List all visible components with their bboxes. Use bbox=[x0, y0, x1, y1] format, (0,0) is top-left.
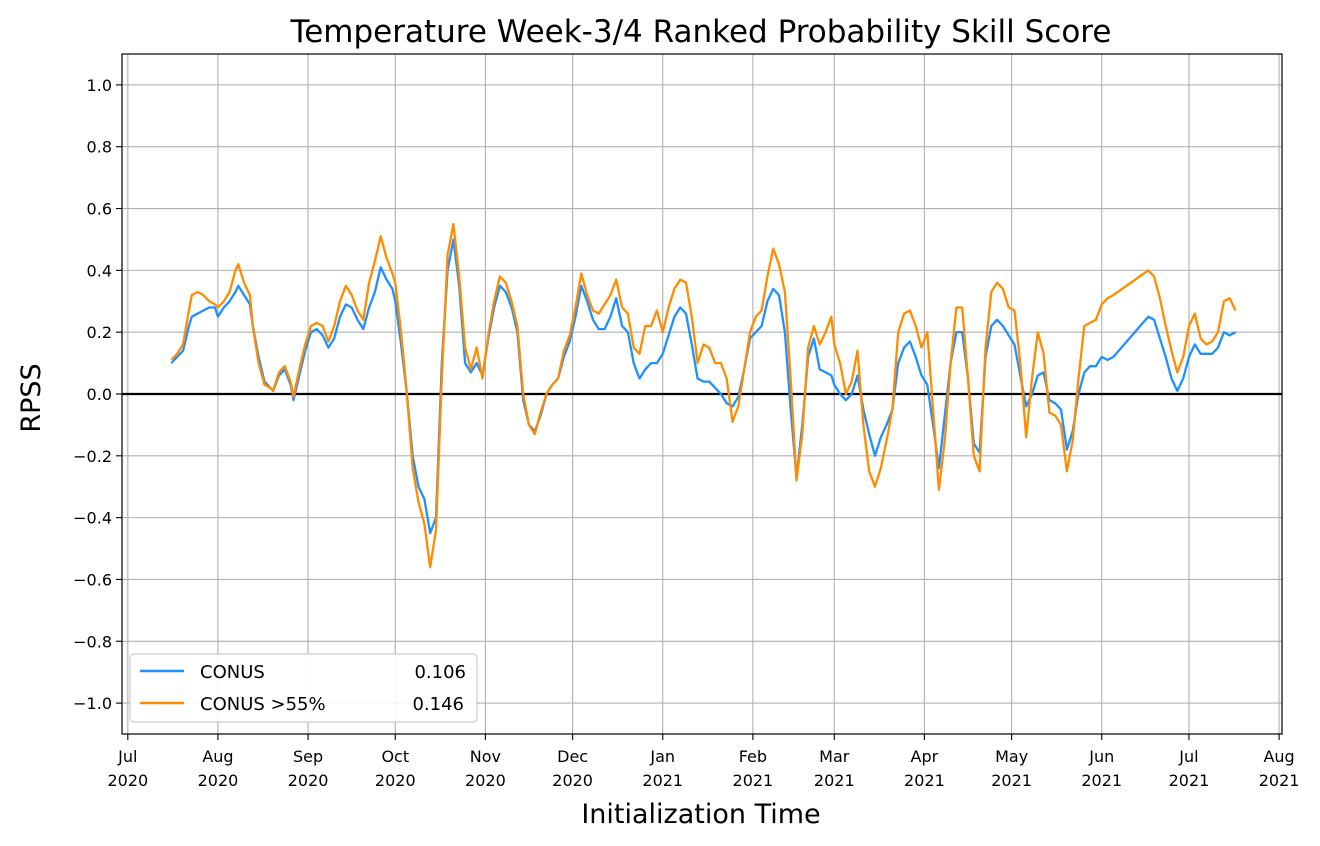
x-tick-year: 2020 bbox=[375, 771, 416, 790]
series-line-conus bbox=[170, 238, 1237, 535]
x-tick-month: Jun bbox=[1088, 747, 1114, 766]
x-tick-month: Nov bbox=[470, 747, 501, 766]
legend-value-conus-55: 0.146 bbox=[412, 694, 464, 715]
x-tick-year: 2021 bbox=[642, 771, 683, 790]
x-tick-year: 2021 bbox=[733, 771, 774, 790]
y-tick-label: −0.4 bbox=[73, 509, 112, 528]
x-tick-year: 2020 bbox=[288, 771, 329, 790]
x-tick-month: Oct bbox=[381, 747, 409, 766]
x-tick-year: 2021 bbox=[904, 771, 945, 790]
x-tick-month: Mar bbox=[819, 747, 850, 766]
y-tick-label: −0.2 bbox=[73, 447, 112, 466]
x-axis-label: Initialization Time bbox=[581, 799, 820, 830]
y-axis: 1.0 0.8 0.6 0.4 0.2 0.0 −0.2 −0.4 −0.6 −0.8 −1.0 bbox=[73, 76, 122, 713]
x-tick-year: 2020 bbox=[552, 771, 593, 790]
x-tick-month: Jan bbox=[649, 747, 675, 766]
y-axis-label: RPSS bbox=[16, 363, 47, 432]
y-tick-label: −0.6 bbox=[73, 570, 112, 589]
x-tick-month: Aug bbox=[1263, 747, 1294, 766]
legend-label-conus-55: CONUS >55% bbox=[200, 694, 326, 715]
y-tick-label: 1.0 bbox=[87, 76, 112, 95]
x-tick-year: 2021 bbox=[991, 771, 1032, 790]
y-tick-label: 0.6 bbox=[87, 200, 112, 219]
x-tick-month: Sep bbox=[293, 747, 323, 766]
y-tick-label: 0.2 bbox=[87, 323, 112, 342]
legend: CONUS 0.106 CONUS >55% 0.146 bbox=[129, 653, 478, 723]
x-tick-year: 2020 bbox=[465, 771, 506, 790]
x-tick-year: 2020 bbox=[107, 771, 148, 790]
x-tick-year: 2021 bbox=[1259, 771, 1300, 790]
x-axis: Jul 2020 Aug 2020 Sep 2020 Oct 2020 Nov 2020 Dec 20… bbox=[107, 734, 1299, 790]
x-tick-year: 2021 bbox=[814, 771, 855, 790]
x-tick-month: Feb bbox=[739, 747, 767, 766]
x-tick-month: Dec bbox=[557, 747, 588, 766]
x-tick-month: Jul bbox=[117, 747, 137, 766]
legend-label-conus: CONUS bbox=[200, 662, 265, 683]
legend-box bbox=[129, 653, 478, 723]
x-tick-month: Jul bbox=[1178, 747, 1198, 766]
series-lines bbox=[170, 222, 1237, 569]
series-line-conus-55 bbox=[170, 222, 1237, 569]
y-tick-label: 0.4 bbox=[87, 261, 112, 280]
x-tick-year: 2021 bbox=[1169, 771, 1210, 790]
chart-title: Temperature Week-3/4 Ranked Probability … bbox=[290, 14, 1112, 50]
x-tick-month: Apr bbox=[911, 747, 939, 766]
x-tick-month: Aug bbox=[202, 747, 233, 766]
x-tick-year: 2021 bbox=[1081, 771, 1122, 790]
y-tick-label: −0.8 bbox=[73, 632, 112, 651]
legend-value-conus: 0.106 bbox=[414, 662, 466, 683]
y-tick-label: 0.8 bbox=[87, 138, 112, 157]
x-tick-year: 2020 bbox=[198, 771, 239, 790]
x-tick-month: May bbox=[995, 747, 1028, 766]
y-tick-label: 0.0 bbox=[87, 385, 112, 404]
y-tick-label: −1.0 bbox=[73, 694, 112, 713]
